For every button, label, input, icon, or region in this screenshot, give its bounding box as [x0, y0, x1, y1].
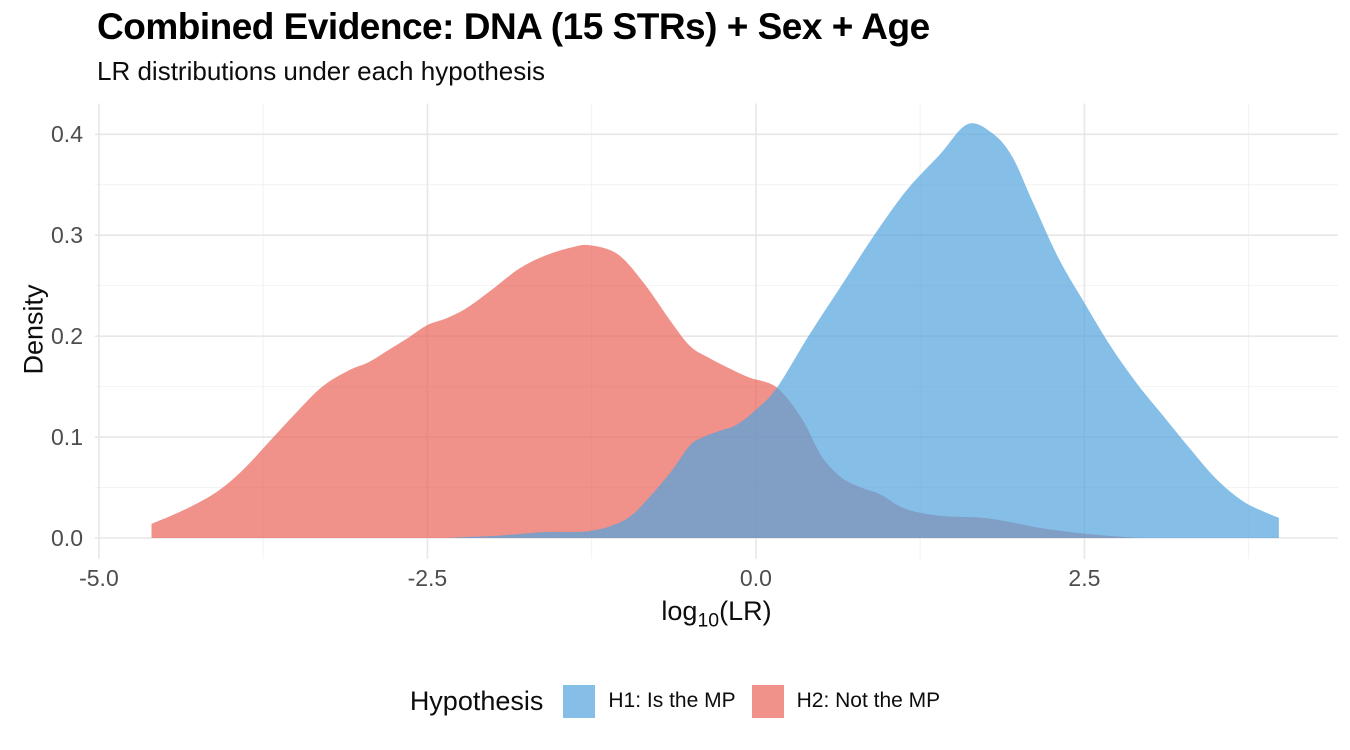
chart-title: Combined Evidence: DNA (15 STRs) + Sex +…: [97, 6, 930, 47]
legend-items: H1: Is the MP H2: Not the MP: [563, 684, 941, 718]
x-tick-label: -5.0: [79, 565, 119, 591]
y-tick-label: 0.1: [51, 424, 83, 451]
x-tick-label: 0.0: [739, 565, 772, 591]
density-area-h2: [151, 244, 1144, 539]
legend: Hypothesis H1: Is the MP H2: Not the MP: [0, 681, 1350, 721]
x-axis-title-end: (LR): [719, 596, 772, 626]
legend-swatch: [751, 684, 784, 718]
legend-item: H2: Not the MP: [751, 684, 941, 718]
y-tick-label: 0.4: [51, 121, 83, 148]
legend-swatch: [563, 684, 596, 718]
legend-title: Hypothesis: [409, 685, 544, 716]
legend-item: H1: Is the MP: [563, 684, 736, 718]
y-tick-label: 0.2: [51, 323, 83, 350]
chart-subtitle: LR distributions under each hypothesis: [97, 56, 546, 86]
y-tick-label: 0.0: [51, 525, 83, 551]
x-tick-label: 2.5: [1068, 565, 1101, 591]
density-areas: [151, 123, 1279, 539]
x-axis-title: log10(LR): [95, 596, 1338, 632]
y-tick-label: 0.3: [51, 222, 83, 249]
x-tick-label: -2.5: [407, 565, 448, 591]
density-area-h1: [447, 123, 1279, 539]
legend-label: H2: Not the MP: [796, 689, 941, 712]
legend-label: H1: Is the MP: [608, 689, 736, 712]
x-axis-title-main: log: [661, 596, 698, 626]
x-axis-title-subscript: 10: [697, 609, 720, 632]
